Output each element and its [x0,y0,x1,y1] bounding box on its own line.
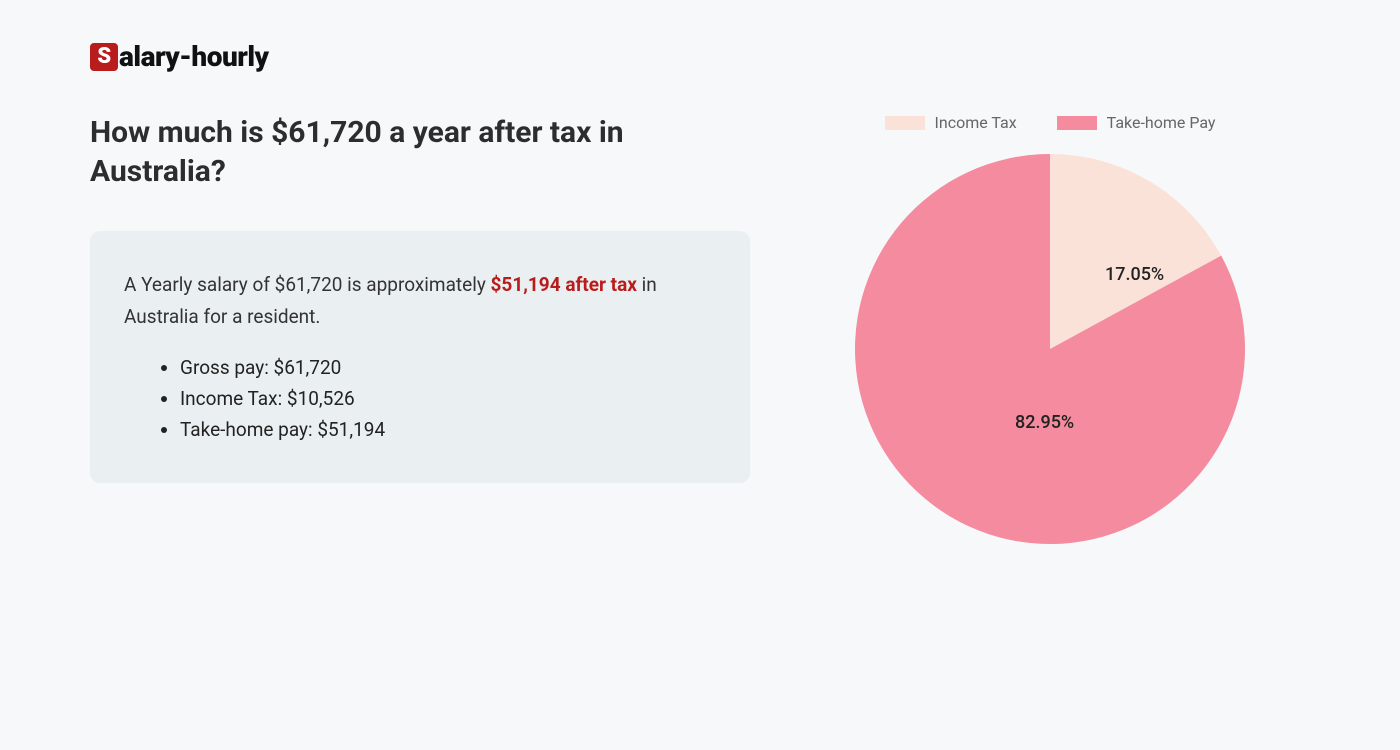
logo-text: alary-hourly [119,40,269,73]
list-item: Income Tax: $10,526 [180,387,716,410]
summary-accent: $51,194 after tax [491,273,637,296]
legend-label: Income Tax [935,113,1017,132]
chart-column: Income Tax Take-home Pay 17.05% 82.95% [830,113,1270,544]
summary-pre: A Yearly salary of $61,720 is approximat… [124,273,491,296]
summary-list: Gross pay: $61,720 Income Tax: $10,526 T… [124,356,716,441]
summary-box: A Yearly salary of $61,720 is approximat… [90,231,750,483]
legend-swatch-icon [885,116,925,130]
legend-item: Take-home Pay [1057,113,1216,132]
legend-label: Take-home Pay [1107,113,1216,132]
pie-chart: 17.05% 82.95% [850,144,1250,544]
page-root: Salary-hourly How much is $61,720 a year… [0,0,1400,584]
pie-svg [850,144,1250,544]
page-title: How much is $61,720 a year after tax in … [90,113,750,191]
summary-sentence: A Yearly salary of $61,720 is approximat… [124,269,716,334]
legend-item: Income Tax [885,113,1017,132]
chart-legend: Income Tax Take-home Pay [885,113,1216,132]
left-column: How much is $61,720 a year after tax in … [90,113,750,483]
site-logo: Salary-hourly [90,40,1310,73]
logo-badge: S [90,43,118,71]
list-item: Gross pay: $61,720 [180,356,716,379]
legend-swatch-icon [1057,116,1097,130]
content-row: How much is $61,720 a year after tax in … [90,113,1310,544]
pie-slice-label: 17.05% [1105,264,1164,285]
list-item: Take-home pay: $51,194 [180,418,716,441]
pie-slice-label: 82.95% [1015,412,1074,433]
